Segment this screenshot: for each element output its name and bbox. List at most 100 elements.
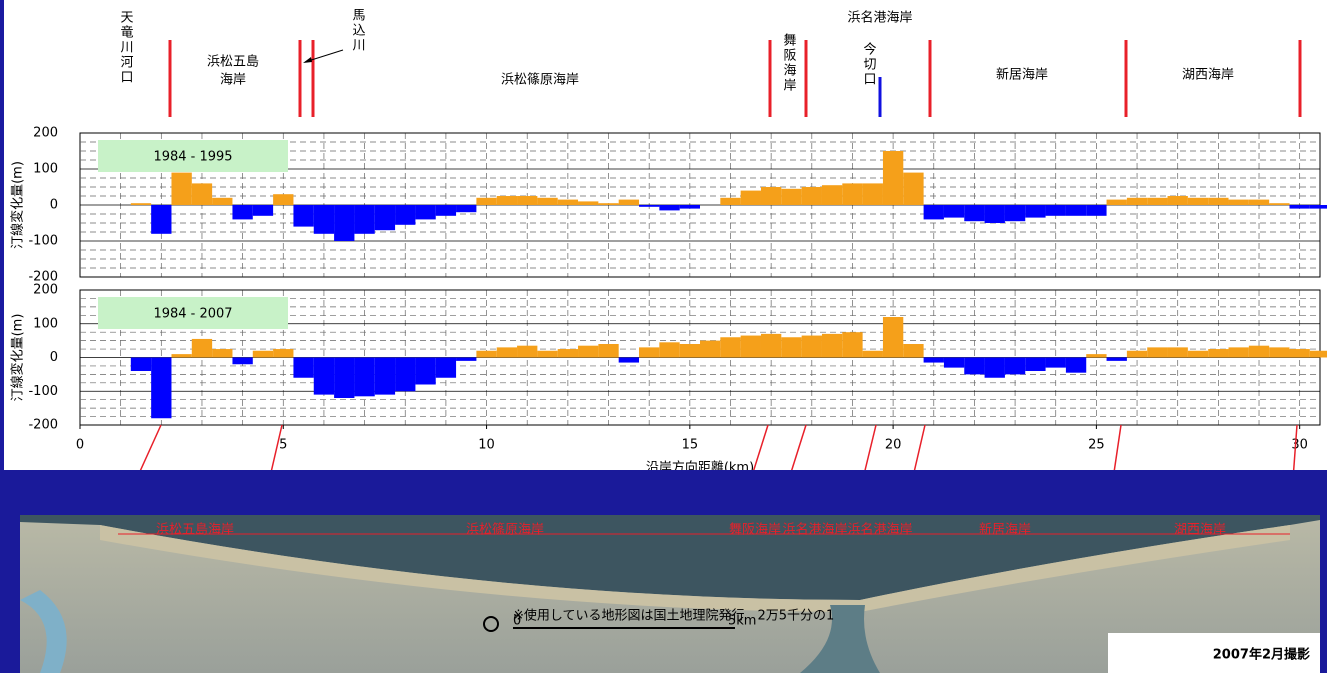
bar	[1208, 197, 1229, 205]
bar	[252, 205, 274, 216]
bar	[578, 201, 599, 205]
photo-labels: 浜松五島海岸 浜松篠原海岸 舞阪海岸 浜名港海岸 浜名港海岸 新居海岸 湖西海岸※使用してい…	[156, 522, 1320, 673]
bar	[659, 205, 680, 211]
bar	[476, 350, 497, 358]
bar	[760, 333, 782, 358]
bar	[1309, 205, 1327, 209]
bar	[1208, 349, 1229, 358]
bar	[821, 185, 843, 205]
bar	[1269, 347, 1290, 358]
bar	[232, 357, 253, 365]
x-tick-label: 25	[1088, 438, 1105, 453]
bar	[598, 344, 619, 358]
photo-segment-label: 新居海岸	[979, 522, 1031, 538]
bar	[882, 151, 904, 205]
scale-label: 5km	[728, 614, 756, 629]
y-tick-label: 100	[33, 316, 58, 331]
bar	[1187, 350, 1209, 358]
left-border	[0, 0, 4, 500]
bar	[659, 342, 680, 358]
bar	[171, 354, 192, 358]
bar	[618, 357, 640, 363]
legend-label: 1984 - 2007	[153, 307, 232, 322]
bar	[354, 357, 375, 397]
bar	[720, 197, 741, 205]
bar	[679, 344, 700, 358]
bar	[923, 205, 944, 220]
legend-label: 1984 - 1995	[153, 150, 232, 165]
bar	[130, 203, 152, 205]
y-tick-label: -100	[28, 234, 58, 249]
section-label: 天竜川河口	[118, 10, 134, 85]
bar	[1045, 357, 1066, 368]
bar	[943, 205, 965, 218]
bar	[1025, 357, 1046, 371]
bar	[537, 350, 558, 358]
section-label: 浜松五島	[207, 55, 259, 70]
bar	[1106, 357, 1127, 361]
bar	[232, 205, 253, 220]
bar	[1004, 205, 1026, 222]
x-tick-label: 5	[279, 438, 287, 453]
section-label: 舞阪海岸	[781, 33, 797, 93]
arrow-head	[303, 57, 312, 63]
scale-label: 0	[513, 614, 521, 629]
bar	[537, 197, 558, 205]
bar	[1065, 357, 1087, 373]
bar	[496, 196, 518, 205]
legend-box	[98, 297, 288, 329]
bar	[557, 199, 579, 205]
bar	[700, 340, 721, 358]
boundary-markers	[168, 40, 1302, 117]
caption-box	[1108, 633, 1320, 673]
section-label: 浜名港海岸	[847, 10, 912, 26]
section-label: 新居海岸	[996, 67, 1048, 83]
bar	[618, 199, 640, 205]
bar	[781, 188, 802, 205]
bar	[273, 349, 294, 358]
bar	[395, 205, 416, 225]
bar	[191, 338, 213, 358]
bar	[1065, 205, 1087, 216]
river	[20, 590, 67, 673]
bar	[1106, 199, 1127, 205]
north-symbol	[483, 616, 499, 632]
bar	[293, 205, 314, 227]
y-tick-label: 100	[33, 162, 58, 177]
bar	[313, 205, 335, 234]
y-axis-label: 汀線変化量(m)	[10, 161, 26, 249]
bar	[943, 357, 965, 368]
bar	[1025, 205, 1046, 218]
bar	[1269, 203, 1290, 205]
bar	[1167, 347, 1188, 358]
bar	[923, 357, 944, 363]
bar	[984, 205, 1005, 223]
bar	[1086, 205, 1107, 216]
bar	[801, 187, 822, 205]
y-tick-label: 0	[50, 350, 58, 365]
bar	[374, 357, 396, 395]
bar	[130, 357, 152, 371]
bar	[517, 345, 538, 358]
bar	[354, 205, 375, 234]
bar	[1248, 199, 1270, 205]
photo-segment-label: 浜名港海岸	[782, 522, 847, 538]
section-label: 湖西海岸	[1182, 68, 1234, 83]
bar	[720, 337, 741, 358]
bar	[740, 190, 761, 205]
y-tick-label: -200	[28, 270, 58, 285]
photo-note: ※使用している地形図は国土地理院発行 2万5千分の1	[513, 608, 834, 624]
bar	[212, 197, 233, 205]
bar	[862, 183, 883, 205]
bar	[1289, 349, 1310, 358]
bar	[313, 357, 335, 395]
bar	[842, 332, 863, 358]
bar	[252, 350, 274, 358]
bar	[821, 333, 843, 358]
bar	[374, 205, 396, 231]
bar	[1309, 350, 1327, 358]
x-tick-label: 10	[478, 438, 495, 453]
